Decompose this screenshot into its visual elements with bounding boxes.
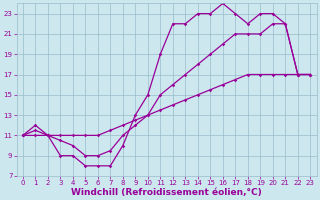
X-axis label: Windchill (Refroidissement éolien,°C): Windchill (Refroidissement éolien,°C) (71, 188, 262, 197)
